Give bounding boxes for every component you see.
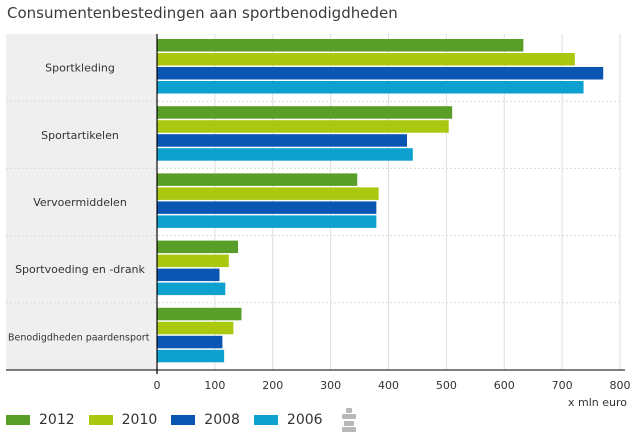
legend-item-2012: 2012 <box>6 412 75 428</box>
category-label: Sportartikelen <box>41 129 119 142</box>
x-tick-label: 200 <box>262 379 283 392</box>
bar-2008-4 <box>157 268 220 282</box>
legend-item-2010: 2010 <box>88 412 158 428</box>
legend-item-2006: 2006 <box>253 412 323 428</box>
cbs-logo-icon <box>341 408 357 432</box>
bar-2010-5 <box>157 321 234 335</box>
legend-swatch-2012 <box>6 415 30 425</box>
x-tick-label: 100 <box>204 379 225 392</box>
category-label: Vervoermiddelen <box>33 196 127 209</box>
bar-2012-2 <box>157 106 453 119</box>
bar-2010-4 <box>157 254 229 268</box>
bar-2010-2 <box>157 120 449 133</box>
legend-label-2012: 2012 <box>39 412 75 428</box>
bar-2012-4 <box>157 240 239 254</box>
bar-2006-5 <box>157 349 225 363</box>
x-tick-label: 600 <box>494 379 515 392</box>
x-tick-label: 800 <box>610 379 631 392</box>
x-tick-label: 0 <box>154 379 161 392</box>
legend-label-2008: 2008 <box>204 412 240 428</box>
category-label: Sportkleding <box>45 62 115 75</box>
bar-2006-1 <box>157 81 584 94</box>
legend-swatch-2006 <box>253 415 278 425</box>
bar-2006-3 <box>157 215 377 228</box>
bar-2008-3 <box>157 201 377 214</box>
bar-2012-5 <box>157 307 242 321</box>
legend-swatch-2010 <box>88 415 113 425</box>
bar-2012-3 <box>157 173 358 186</box>
legend-label-2010: 2010 <box>121 412 158 428</box>
bar-2010-1 <box>157 53 575 66</box>
x-tick-label: 400 <box>378 379 399 392</box>
bar-2006-2 <box>157 148 413 161</box>
x-tick-label: 500 <box>436 379 457 392</box>
legend-swatch-2008 <box>171 415 196 425</box>
chart-title: Consumentenbestedingen aan sportbenodigd… <box>7 4 398 22</box>
legend-label-2006: 2006 <box>286 412 323 428</box>
x-axis-label: x mln euro <box>568 396 627 409</box>
bar-2010-3 <box>157 187 379 200</box>
bar-chart: Sportkleding Sportartikelen Vervoermiddele… <box>6 34 631 409</box>
bar-2008-1 <box>157 67 604 80</box>
legend-item-2008: 2008 <box>171 412 240 428</box>
legend: 2012 2010 2008 2006 <box>6 408 357 432</box>
bar-2006-4 <box>157 282 226 296</box>
bar-2008-2 <box>157 134 408 147</box>
x-tick-label: 300 <box>320 379 341 392</box>
category-label: Benodigdheden paardensport <box>8 332 150 343</box>
x-tick-label: 700 <box>552 379 573 392</box>
category-label-panel <box>6 34 156 370</box>
bar-2012-1 <box>157 39 524 52</box>
category-label: Sportvoeding en -drank <box>15 263 145 276</box>
bar-2008-5 <box>157 335 223 349</box>
